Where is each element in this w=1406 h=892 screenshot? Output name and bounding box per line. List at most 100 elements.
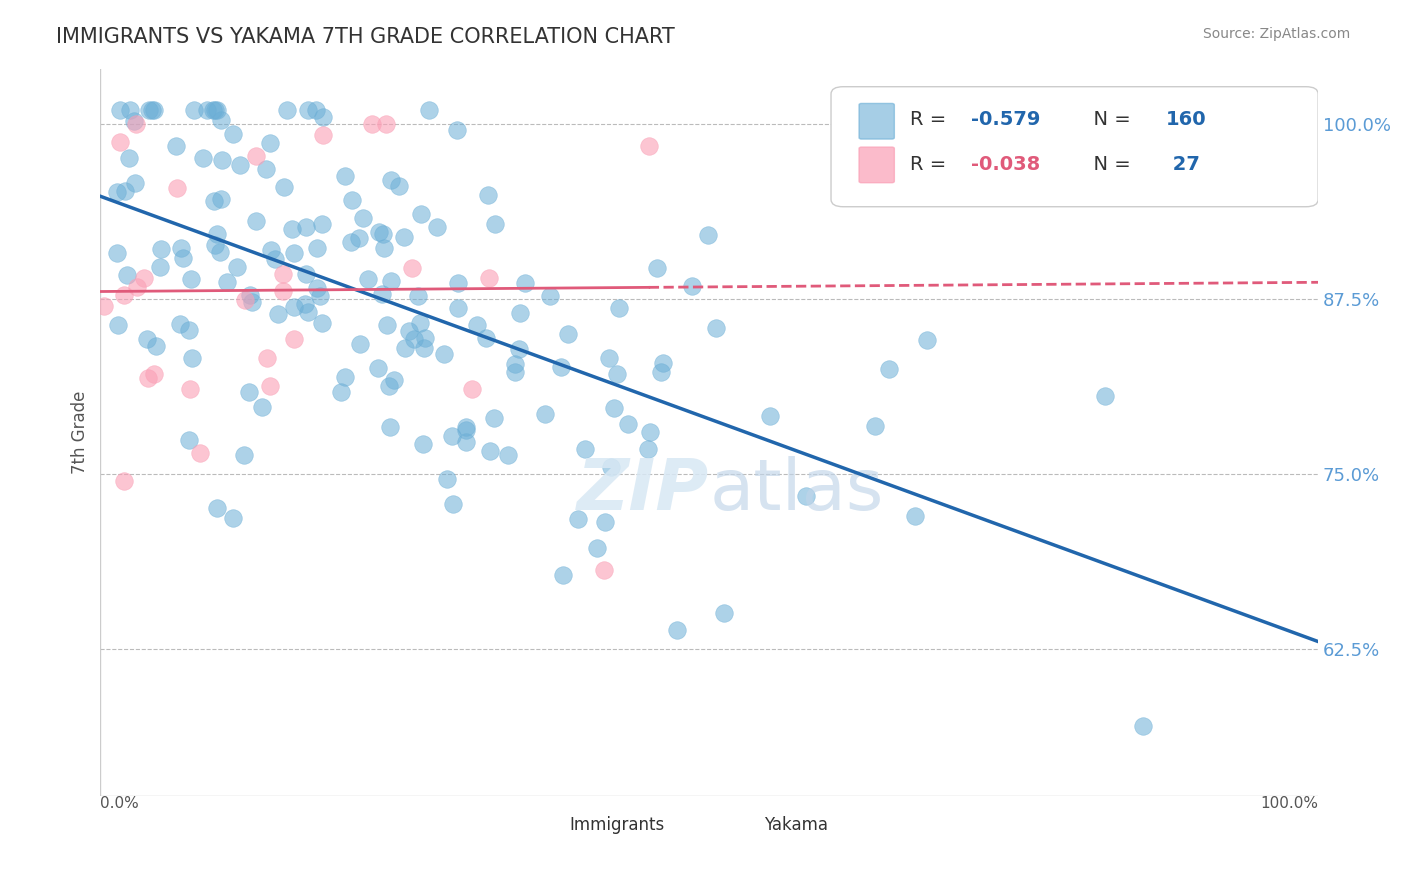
Point: [149, 260, 172, 275]
Point: [374, 118, 396, 132]
Point: [418, 103, 440, 118]
Point: [259, 379, 281, 393]
Point: [138, 103, 160, 118]
Point: [112, 288, 135, 302]
Point: [311, 316, 333, 330]
Point: [179, 323, 201, 337]
Point: [606, 368, 628, 382]
Text: N =: N =: [1081, 155, 1136, 174]
Point: [447, 276, 470, 290]
Point: [170, 241, 193, 255]
Point: [401, 260, 423, 275]
Point: [409, 316, 432, 330]
Point: [166, 181, 188, 195]
Point: [349, 337, 371, 351]
Point: [222, 127, 245, 141]
Point: [404, 333, 426, 347]
Point: [267, 307, 290, 321]
Point: [361, 118, 384, 132]
Point: [143, 103, 166, 118]
Point: [238, 385, 260, 400]
Point: [93, 299, 115, 313]
Point: [142, 367, 165, 381]
Point: [637, 442, 659, 456]
Point: [181, 351, 204, 366]
Point: [538, 289, 561, 303]
Text: ZIP: ZIP: [576, 456, 709, 524]
Point: [145, 339, 167, 353]
Point: [201, 103, 224, 118]
Point: [413, 342, 436, 356]
Text: 100.0%: 100.0%: [1260, 796, 1319, 811]
Point: [260, 243, 283, 257]
Point: [339, 235, 361, 249]
Point: [225, 260, 247, 274]
FancyBboxPatch shape: [831, 87, 1319, 207]
Point: [271, 284, 294, 298]
Point: [370, 287, 392, 301]
Point: [392, 229, 415, 244]
Point: [271, 267, 294, 281]
Point: [235, 293, 257, 308]
Point: [447, 301, 470, 316]
FancyBboxPatch shape: [859, 147, 894, 183]
Point: [195, 103, 218, 118]
Point: [115, 268, 138, 283]
Point: [122, 114, 145, 128]
Point: [205, 227, 228, 242]
Point: [232, 448, 254, 462]
Point: [281, 222, 304, 236]
Point: [567, 512, 589, 526]
Point: [183, 103, 205, 118]
Point: [681, 278, 703, 293]
Point: [412, 437, 434, 451]
Point: [294, 297, 316, 311]
Point: [456, 435, 478, 450]
Point: [477, 188, 499, 202]
Point: [465, 318, 488, 332]
Point: [311, 217, 333, 231]
Point: [132, 271, 155, 285]
Text: Yakama: Yakama: [763, 816, 828, 834]
Point: [136, 332, 159, 346]
Point: [352, 211, 374, 225]
Point: [373, 241, 395, 255]
Point: [478, 271, 501, 285]
Point: [550, 359, 572, 374]
Point: [380, 419, 402, 434]
Point: [188, 446, 211, 460]
Point: [239, 288, 262, 302]
Point: [503, 365, 526, 379]
Point: [574, 442, 596, 457]
Point: [114, 184, 136, 198]
Point: [513, 276, 536, 290]
Point: [105, 185, 128, 199]
Point: [172, 251, 194, 265]
Point: [179, 382, 201, 396]
Point: [593, 563, 616, 577]
Point: [125, 118, 148, 132]
Text: atlas: atlas: [709, 456, 883, 524]
Point: [426, 219, 449, 234]
Point: [496, 449, 519, 463]
Point: [380, 173, 402, 187]
Point: [136, 371, 159, 385]
Point: [124, 176, 146, 190]
Point: [484, 217, 506, 231]
Point: [398, 324, 420, 338]
Point: [375, 318, 398, 333]
Point: [209, 112, 232, 127]
Text: Source: ZipAtlas.com: Source: ZipAtlas.com: [1202, 27, 1350, 41]
Point: [650, 365, 672, 379]
Point: [461, 382, 484, 396]
Point: [256, 351, 278, 365]
Point: [264, 252, 287, 267]
Text: -0.579: -0.579: [972, 110, 1040, 129]
Text: IMMIGRANTS VS YAKAMA 7TH GRADE CORRELATION CHART: IMMIGRANTS VS YAKAMA 7TH GRADE CORRELATI…: [56, 27, 675, 46]
Point: [202, 194, 225, 209]
Point: [1094, 388, 1116, 402]
Point: [204, 238, 226, 252]
Point: [441, 428, 464, 442]
Point: [165, 139, 187, 153]
Point: [796, 489, 818, 503]
